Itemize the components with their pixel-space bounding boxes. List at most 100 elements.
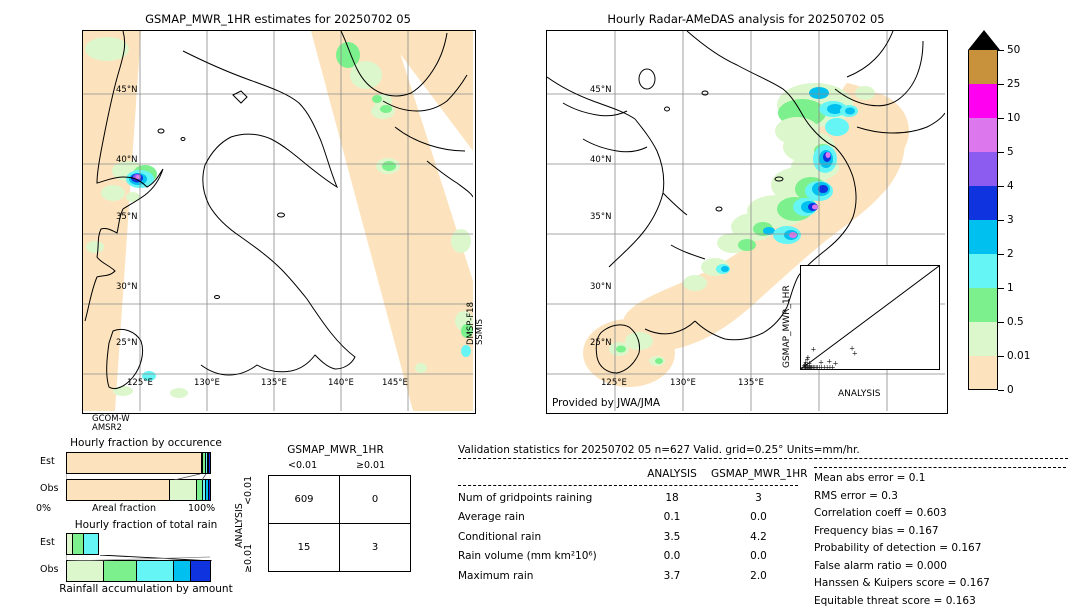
contingency-cell-10: 15 [268,523,340,572]
colorbar-arrow-icon [968,30,1000,50]
scatter-point: + [809,363,815,372]
scatter-point: + [801,361,808,370]
colorbar-label-0.5: 0.5 [1007,316,1024,328]
right-panel-title: Hourly Radar-AMeDAS analysis for 2025070… [607,12,885,26]
occurrence-bar-obs[interactable] [66,479,211,501]
validation-row-name: Rain volume (mm km²10⁶) [458,550,597,562]
validation-row: Conditional rain 3.5 4.2 [458,528,806,548]
lat-tick-35N-left: 35°N [116,212,138,222]
scatter-point: + [804,355,811,364]
validation-divider-top [458,458,1068,459]
occurrence-xmax-label: 100% [188,503,216,514]
scatter-point: + [827,363,833,372]
scatter-point: + [821,363,828,372]
colorbar-tick-2 [998,118,1004,119]
validation-score-2: Correlation coeff = 0.603 [814,507,947,519]
scatter-point: + [807,363,814,372]
colorbar-tick-7 [998,288,1004,289]
colorbar-label-25: 25 [1007,78,1021,90]
bar-segment-0 [67,480,170,500]
occurrence-bar-est[interactable] [66,452,211,474]
validation-row-analysis: 0.1 [663,511,681,523]
validation-col-header-analysis: ANALYSIS [647,468,697,480]
occurrence-xmin-label: 0% [36,503,52,514]
amount-connector-lines [66,555,212,561]
bar-segment-2 [202,453,206,473]
contingency-row-axis-label: ANALYSIS [234,503,245,548]
lat-tick-35N-right: 35°N [590,212,612,222]
colorbar-segment-2 [968,118,998,152]
bar-segment-4 [189,561,210,581]
amount-bar-est[interactable] [66,533,211,555]
validation-row: Maximum rain 3.7 2.0 [458,567,806,587]
colorbar-segment-7 [968,288,998,322]
colorbar-segment-1 [968,84,998,118]
amount-bar-obs[interactable] [66,560,211,582]
contingency-row-header-1: ≥0.01 [243,543,254,573]
table-row: 15 3 [268,523,411,572]
lat-tick-45N-right: 45°N [590,85,612,95]
scatter-inset[interactable]: + + + + + + + + + + + + + + + + + + + + + + + + + + + + + + + + + + + [800,265,940,372]
rainfall-rate-colorbar: 50 25 10 5 4 3 2 1 0.5 0.01 0 [968,30,1068,415]
scatter-point: + [818,363,825,372]
contingency-row-header-0: <0.01 [243,475,254,505]
lat-tick-40N-right: 40°N [590,155,612,165]
lat-tick-25N-right: 25°N [590,338,612,348]
bar-segment-2 [82,534,99,554]
scatter-point: + [806,359,813,368]
validation-row: Average rain 0.1 0.0 [458,508,806,528]
scatter-point: + [808,363,815,372]
scatter-point: + [802,363,809,372]
lat-tick-30N-left: 30°N [116,282,138,292]
colorbar-label-50: 50 [1007,44,1021,56]
scatter-point: + [818,358,824,367]
left-panel-title: GSMAP_MWR_1HR estimates for 20250702 05 [145,12,411,26]
validation-divider-mid [458,484,798,486]
colorbar-label-2: 2 [1007,248,1014,260]
colorbar-segment-9 [968,356,998,390]
bar-segment-1 [103,561,137,581]
validation-score-1: RMS error = 0.3 [814,489,898,502]
coastlines [84,31,473,390]
scatter-point: + [810,345,817,354]
lon-tick-130E-left: 130°E [194,378,220,388]
colorbar-segment-3 [968,152,998,186]
bar-segment-5 [207,480,210,500]
colorbar-label-3: 3 [1007,214,1014,226]
occurrence-xlabel: Areal fraction [92,503,157,514]
validation-col-headers: ANALYSIS GSMAP_MWR_1HR [458,465,807,485]
bar-segment-4 [205,480,208,500]
gsmap-estimate-map[interactable] [82,30,476,414]
coastlines [547,31,945,374]
scatter-point: + [814,363,821,372]
bar-segment-0 [67,453,201,473]
colorbar-tick-9 [998,356,1004,357]
scatter-point: + [803,363,810,372]
validation-block: Validation statistics for 20250702 05 n=… [458,444,1072,610]
validation-divider-scores [814,467,1066,468]
colorbar-tick-0 [998,50,1004,51]
bar-segment-2 [196,480,203,500]
occurrence-row-label-est: Est [40,456,55,467]
validation-row-analysis: 18 [665,491,679,504]
validation-row-analysis: 3.5 [663,530,681,543]
validation-row-name: Average rain [458,511,525,523]
bar-segment-1 [169,480,197,500]
bar-segment-1 [200,453,203,473]
occurrence-row-label-obs: Obs [40,483,59,494]
sensor-label-amsr2: AMSR2 [92,423,122,433]
validation-row-name: Conditional rain [458,530,542,543]
lon-tick-125E-left: 125°E [127,378,153,388]
precip-field-left [85,37,188,398]
contingency-cell-00: 609 [268,475,340,524]
amount-row-label-est: Est [40,537,55,548]
occurrence-connector-lines [66,474,207,480]
validation-header: Validation statistics for 20250702 05 n=… [458,444,860,456]
bar-segment-3 [205,453,207,473]
validation-row-name: Maximum rain [458,569,534,582]
lon-tick-125E-right: 125°E [601,378,627,388]
scatter-point: + [824,363,831,372]
scatter-point: + [802,360,809,369]
scatter-point: + [806,363,813,372]
contingency-table[interactable]: 609 0 15 3 [268,475,411,572]
